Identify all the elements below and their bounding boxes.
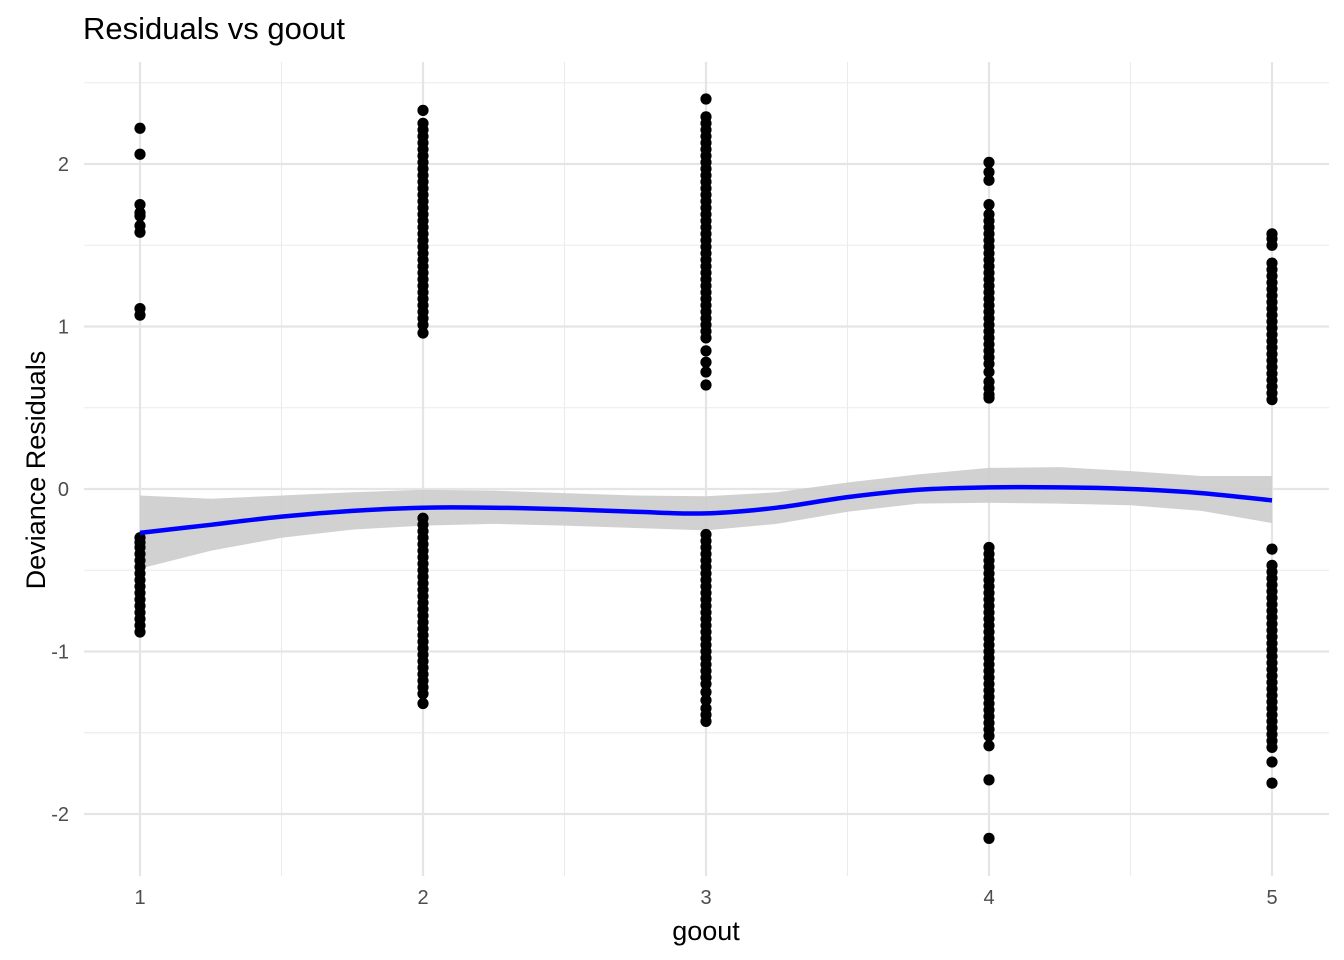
data-point	[417, 697, 429, 710]
confidence-band-layer	[140, 467, 1272, 569]
grid	[84, 62, 1329, 876]
x-tick-label: 3	[700, 887, 711, 909]
data-point	[700, 379, 712, 391]
data-point	[983, 199, 995, 211]
data-point	[134, 199, 146, 211]
data-point	[700, 356, 712, 368]
data-point	[700, 366, 712, 378]
x-tick-label: 4	[983, 887, 994, 909]
data-point	[1266, 777, 1278, 789]
data-point	[134, 626, 146, 638]
data-point	[1266, 756, 1278, 768]
y-tick-label: 1	[58, 317, 69, 339]
data-point	[1266, 543, 1278, 555]
data-point	[134, 226, 146, 238]
data-point	[134, 122, 146, 134]
data-point	[983, 740, 995, 752]
y-axis-title: Deviance Residuals	[21, 351, 51, 590]
data-point	[983, 358, 995, 370]
data-point	[983, 156, 995, 168]
data-point	[700, 678, 712, 690]
data-point	[983, 166, 995, 178]
data-point	[417, 319, 429, 331]
data-point	[417, 104, 429, 116]
data-point	[417, 688, 429, 700]
y-tick-label: -2	[51, 804, 69, 826]
y-tick-label: -1	[51, 642, 69, 664]
tick-labels: 1 2 3 4 5 -2 -1 0 1 2	[51, 154, 1277, 909]
data-point	[134, 309, 146, 321]
data-point	[700, 332, 712, 344]
y-tick-label: 0	[58, 479, 69, 501]
x-axis-title: goout	[672, 916, 740, 946]
data-point	[134, 210, 146, 222]
x-tick-label: 5	[1266, 887, 1277, 909]
data-point	[700, 686, 712, 698]
data-point	[700, 715, 712, 727]
data-point	[1266, 239, 1278, 251]
data-point	[983, 174, 995, 186]
data-point	[1266, 741, 1278, 753]
data-point	[983, 730, 995, 742]
smooth-fit-line	[139, 484, 1273, 536]
chart-title: Residuals vs goout	[83, 11, 345, 46]
data-point	[700, 694, 712, 706]
data-point	[700, 93, 712, 105]
x-tick-label: 2	[417, 887, 428, 909]
data-point	[700, 345, 712, 357]
data-point	[134, 148, 146, 160]
points-layer	[134, 93, 1278, 844]
data-point	[983, 832, 995, 844]
y-tick-label: 2	[58, 154, 69, 176]
data-point	[417, 327, 429, 339]
data-point	[983, 774, 995, 786]
data-point	[1266, 394, 1278, 406]
smooth-line-layer	[139, 484, 1273, 536]
confidence-band	[140, 467, 1272, 569]
data-point	[983, 366, 995, 378]
data-point	[983, 392, 995, 404]
x-tick-label: 1	[134, 887, 145, 909]
